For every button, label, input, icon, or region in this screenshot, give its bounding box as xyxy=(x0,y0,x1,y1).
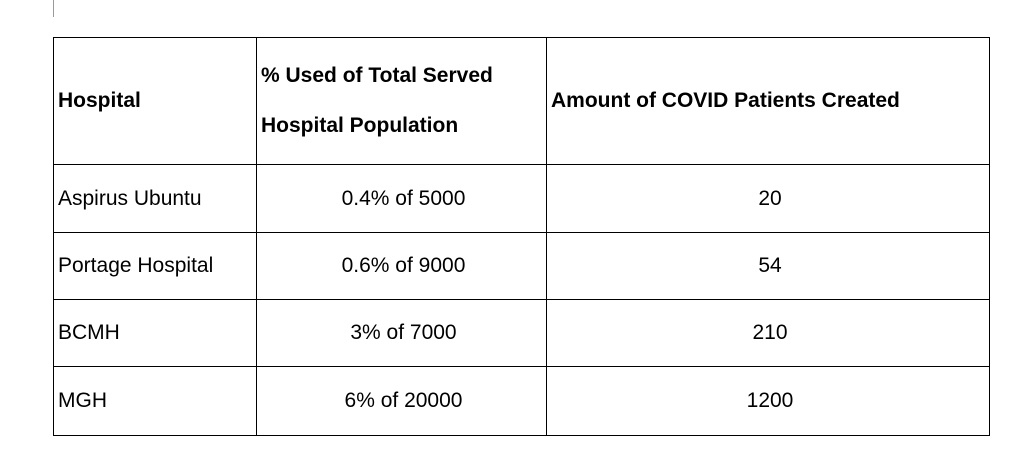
header-percent-line1: % Used of Total Served xyxy=(261,64,493,87)
cell-amount: 20 xyxy=(546,164,990,233)
cell-hospital: Aspirus Ubuntu xyxy=(53,164,257,233)
cell-percent: 0.6% of 9000 xyxy=(256,232,547,300)
table-header-row: Hospital % Used of Total Served Hospital… xyxy=(53,37,990,165)
table-row: BCMH 3% of 7000 210 xyxy=(53,299,990,367)
header-percent-used: % Used of Total Served Hospital Populati… xyxy=(256,37,547,165)
hospital-covid-table: Hospital % Used of Total Served Hospital… xyxy=(53,37,990,436)
header-percent-line2: Hospital Population xyxy=(261,114,459,137)
table-row: MGH 6% of 20000 1200 xyxy=(53,366,990,436)
cell-hospital: BCMH xyxy=(53,299,257,367)
cell-percent: 6% of 20000 xyxy=(256,366,547,436)
header-hospital: Hospital xyxy=(53,37,257,165)
cell-hospital: MGH xyxy=(53,366,257,436)
cell-percent: 0.4% of 5000 xyxy=(256,164,547,233)
cell-hospital: Portage Hospital xyxy=(53,232,257,300)
header-amount-covid: Amount of COVID Patients Created xyxy=(546,37,990,165)
text-cursor-line xyxy=(53,0,54,17)
cell-amount: 210 xyxy=(546,299,990,367)
cell-percent: 3% of 7000 xyxy=(256,299,547,367)
table-row: Aspirus Ubuntu 0.4% of 5000 20 xyxy=(53,164,990,233)
table-row: Portage Hospital 0.6% of 9000 54 xyxy=(53,232,990,300)
cell-amount: 54 xyxy=(546,232,990,300)
cell-amount: 1200 xyxy=(546,366,990,436)
